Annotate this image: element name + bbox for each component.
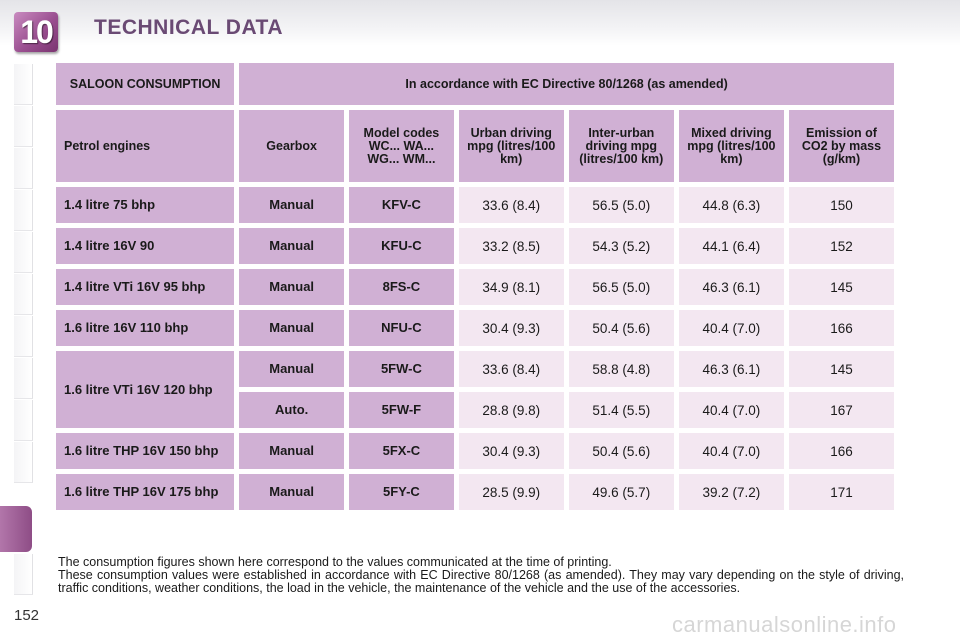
co2-cell: 171 [788,474,894,510]
chapter-tab[interactable] [14,554,33,595]
table-row: 1.6 litre THP 16V 175 bhp Manual 5FY-C 2… [56,474,894,510]
col-header-inter-urban: Inter-urban driving mpg (litres/100 km) [568,110,674,182]
model-code-cell: 5FW-C [349,351,454,387]
footnote-line: The consumption figures shown here corre… [58,555,612,569]
inter-urban-cell: 50.4 (5.6) [568,433,674,469]
gearbox-cell: Manual [239,228,345,264]
table-row: 1.6 litre VTi 16V 120 bhp Manual 5FW-C 3… [56,351,894,428]
page-number: 152 [14,607,40,624]
col-header-gearbox: Gearbox [239,110,345,182]
col-header-urban: Urban driving mpg (litres/100 km) [458,110,564,182]
chapter-tab[interactable] [14,64,33,105]
gearbox-cell: Manual [239,187,345,223]
table-row: 1.4 litre 16V 90 Manual KFU-C 33.2 (8.5)… [56,228,894,264]
engine-cell: 1.6 litre 16V 110 bhp [56,310,235,346]
inter-urban-cell: 51.4 (5.5) [568,392,674,428]
chapter-tab[interactable] [14,358,33,399]
engine-cell: 1.4 litre VTi 16V 95 bhp [56,269,235,305]
model-code-cell: 5FY-C [349,474,454,510]
table-row: 1.4 litre 75 bhp Manual KFV-C 33.6 (8.4)… [56,187,894,223]
urban-cell: 30.4 (9.3) [458,433,564,469]
co2-cell: 152 [788,228,894,264]
model-code-cell: 5FX-C [349,433,454,469]
page-title: TECHNICAL DATA [94,16,283,39]
urban-cell: 33.6 (8.4) [458,187,564,223]
model-code-cell: 8FS-C [349,269,454,305]
gearbox-cell: Manual [239,351,345,387]
gearbox-cell: Manual [239,433,345,469]
footnote-paragraph: These consumption values were establishe… [58,568,904,595]
urban-cell: 33.6 (8.4) [458,351,564,387]
consumption-table: SALOON CONSUMPTION In accordance with EC… [51,58,899,515]
inter-urban-cell: 54.3 (5.2) [568,228,674,264]
mixed-cell: 40.4 (7.0) [678,392,784,428]
col-header-engine: Petrol engines [56,110,235,182]
chapter-tab[interactable] [14,274,33,315]
table-row: 1.6 litre 16V 110 bhp Manual NFU-C 30.4 … [56,310,894,346]
col-header-model-codes: Model codes WC... WA... WG... WM... [349,110,454,182]
urban-cell: 34.9 (8.1) [458,269,564,305]
inter-urban-cell: 49.6 (5.7) [568,474,674,510]
model-code-cell: KFV-C [349,187,454,223]
gearbox-cell: Auto. [239,392,345,428]
mixed-cell: 44.1 (6.4) [678,228,784,264]
urban-cell: 33.2 (8.5) [458,228,564,264]
chapter-tab[interactable] [14,400,33,441]
chapter-tab[interactable] [14,232,33,273]
chapter-tab-active[interactable] [0,506,32,552]
mixed-cell: 46.3 (6.1) [678,351,784,387]
gearbox-cell: Manual [239,474,345,510]
chapter-badge: 10 [14,12,58,52]
chapter-tab[interactable] [14,316,33,357]
chapter-tab[interactable] [14,106,33,147]
table-row: Auto. 5FW-F 28.8 (9.8) 51.4 (5.5) 40.4 (… [56,392,894,428]
watermark: carmanualsonline.info [672,612,897,637]
model-code-cell: NFU-C [349,310,454,346]
engine-cell: 1.4 litre 16V 90 [56,228,235,264]
chapter-tab[interactable] [14,190,33,231]
saloon-consumption-header: SALOON CONSUMPTION [56,63,235,105]
mixed-cell: 44.8 (6.3) [678,187,784,223]
gearbox-cell: Manual [239,269,345,305]
urban-cell: 28.8 (9.8) [458,392,564,428]
inter-urban-cell: 56.5 (5.0) [568,187,674,223]
chapter-tab[interactable] [14,442,33,483]
co2-cell: 150 [788,187,894,223]
co2-cell: 166 [788,433,894,469]
model-code-cell: KFU-C [349,228,454,264]
header-bar [0,0,960,46]
table-row: 1.6 litre THP 16V 150 bhp Manual 5FX-C 3… [56,433,894,469]
co2-cell: 166 [788,310,894,346]
page-header: 10 TECHNICAL DATA [0,0,960,58]
chapter-tab[interactable] [14,148,33,189]
inter-urban-cell: 56.5 (5.0) [568,269,674,305]
directive-header: In accordance with EC Directive 80/1268 … [239,63,894,105]
col-header-co2: Emission of CO2 by mass (g/km) [788,110,894,182]
urban-cell: 30.4 (9.3) [458,310,564,346]
chapter-tabs [0,64,34,595]
engine-cell: 1.4 litre 75 bhp [56,187,235,223]
mixed-cell: 40.4 (7.0) [678,433,784,469]
col-header-mixed: Mixed driving mpg (litres/100 km) [678,110,784,182]
gearbox-cell: Manual [239,310,345,346]
mixed-cell: 39.2 (7.2) [678,474,784,510]
mixed-cell: 46.3 (6.1) [678,269,784,305]
engine-cell: 1.6 litre THP 16V 150 bhp [56,433,235,469]
footnote: The consumption figures shown here corre… [58,556,904,595]
co2-cell: 145 [788,269,894,305]
model-code-cell: 5FW-F [349,392,454,428]
co2-cell: 145 [788,351,894,387]
inter-urban-cell: 58.8 (4.8) [568,351,674,387]
urban-cell: 28.5 (9.9) [458,474,564,510]
mixed-cell: 40.4 (7.0) [678,310,784,346]
inter-urban-cell: 50.4 (5.6) [568,310,674,346]
engine-cell: 1.6 litre THP 16V 175 bhp [56,474,235,510]
table-row: 1.4 litre VTi 16V 95 bhp Manual 8FS-C 34… [56,269,894,305]
engine-cell: 1.6 litre VTi 16V 120 bhp [56,351,235,428]
co2-cell: 167 [788,392,894,428]
